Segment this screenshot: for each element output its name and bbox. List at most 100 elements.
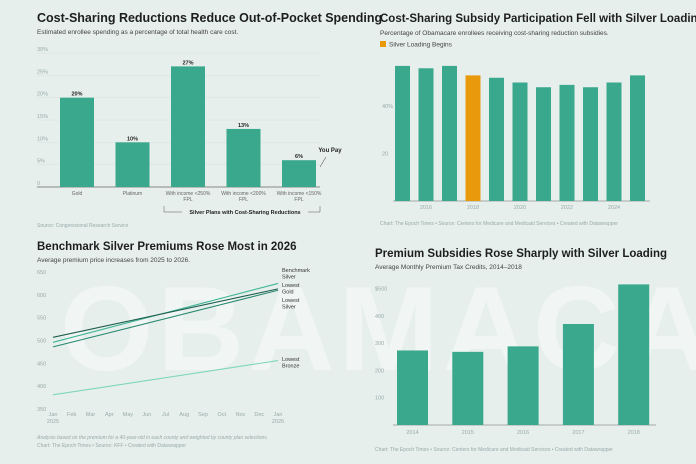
data-label: 13%: [238, 123, 249, 129]
x-tick-label: 2015: [462, 430, 474, 436]
x-tick-label: With income <200%: [221, 191, 266, 197]
chart3-footer: Chart: The Epoch Times • Source: KFF • C…: [37, 443, 186, 449]
series-label: Bronze: [282, 364, 299, 370]
data-label: 27%: [182, 60, 193, 66]
x-tick-label: Gold: [72, 191, 83, 197]
chart1-plot: 0 5% 10% 15% 20% 25% 30% 20% Gold 10% Platinum 27% W…: [37, 47, 342, 216]
chart3-note: Analysis based on the premium for a 40-y…: [36, 435, 268, 441]
bar: [465, 75, 481, 201]
series-label: Silver: [282, 275, 296, 281]
y-tick-label: $500: [375, 287, 387, 293]
chart2-title: Cost-Sharing Subsidy Participation Fell …: [380, 13, 696, 25]
x-tick-label: 2018: [628, 430, 640, 436]
y-tick-label: 550: [37, 316, 46, 322]
group-label-bg: [182, 208, 308, 215]
x-tick-label: Sep: [198, 412, 208, 418]
chart2-subtitle: Percentage of Obamacare enrollees receiv…: [380, 30, 609, 37]
x-tick-label: With income <150%: [277, 191, 322, 197]
chart2-footer: Chart: The Epoch Times • Source: Centers…: [380, 221, 618, 227]
series-line: [52, 288, 279, 338]
data-label: 10%: [127, 136, 138, 142]
x-tick-label: 2018: [467, 205, 479, 211]
y-tick-label: 500: [37, 339, 46, 345]
y-tick-label: 450: [37, 361, 46, 367]
series-line: [52, 360, 279, 396]
y-tick-label: 5%: [37, 159, 45, 165]
x-tick-label: 2016: [517, 430, 529, 436]
data-label: 20%: [71, 92, 82, 98]
bar: [489, 77, 504, 201]
x-tick-label: Oct: [217, 412, 226, 418]
bar: [630, 75, 645, 201]
bar: [507, 346, 539, 425]
bar: [60, 97, 94, 187]
y-tick-label: 400: [375, 314, 384, 320]
y-tick-label: 0: [37, 181, 40, 187]
data-label: 6%: [295, 154, 303, 160]
annotation: You Pay: [318, 148, 342, 154]
bar: [418, 68, 434, 201]
x-tick-label: Jan: [274, 412, 283, 418]
x-tick-label: Aug: [179, 412, 189, 418]
group-label: Silver Plans with Cost-Sharing Reduction…: [189, 210, 300, 216]
bar: [395, 65, 410, 201]
y-tick-label: 100: [375, 396, 384, 402]
chart2-legend: Silver Loading Begins: [389, 42, 453, 49]
series-label: Gold: [282, 290, 294, 296]
x-tick-label: Dec: [254, 412, 264, 418]
legend-swatch: [380, 41, 386, 47]
bar: [606, 82, 622, 201]
bar: [397, 350, 428, 425]
annotation-line: [319, 156, 327, 168]
bar: [282, 160, 316, 187]
bar: [583, 87, 598, 201]
y-tick-label: 20: [382, 152, 388, 158]
bar: [562, 323, 594, 425]
series-label: Lowest: [282, 283, 300, 289]
x-tick-label: 2014: [406, 430, 418, 436]
y-tick-label: 600: [37, 293, 46, 299]
chart4-title: Premium Subsidies Rose Sharply with Silv…: [375, 248, 667, 260]
bar: [115, 142, 150, 187]
bar: [512, 82, 528, 201]
y-tick-label: 40%: [382, 104, 393, 110]
x-tick-label: 2026: [272, 419, 284, 425]
bar: [442, 65, 457, 201]
bar: [171, 66, 205, 187]
chart3-title: Benchmark Silver Premiums Rose Most in 2…: [37, 241, 297, 253]
x-tick-label: 2024: [608, 205, 620, 211]
chart2-plot: 20 40% 2016 2018 2020 2022 2024: [382, 65, 650, 211]
watermark: OBAMACARE: [60, 262, 696, 396]
x-tick-label: 2020: [514, 205, 526, 211]
x-tick-label: Jul: [162, 412, 169, 418]
y-tick-label: 30%: [37, 47, 48, 53]
x-tick-label: 2025: [47, 419, 59, 425]
x-tick-label: Feb: [67, 412, 76, 418]
chart1-subtitle: Estimated enrollee spending as a percent…: [37, 29, 238, 36]
y-tick-label: 15%: [37, 114, 48, 120]
x-tick-label: 2017: [572, 430, 584, 436]
bar: [452, 351, 484, 425]
y-tick-label: 350: [37, 407, 46, 413]
x-tick-label: With income <250%: [166, 191, 211, 197]
x-tick-label: 2016: [420, 205, 432, 211]
x-tick-label: Platinum: [123, 191, 142, 197]
chart4-subtitle: Average Monthly Premium Tax Credits, 201…: [375, 264, 522, 271]
bar: [559, 84, 575, 201]
series-line: [52, 289, 279, 348]
chart1-source: Source: Congressional Research Service: [37, 223, 129, 229]
series-label: Silver: [282, 305, 296, 311]
chart4-plot: 100 200 300 400 $500 2014 2015 2016 2017 2018: [375, 284, 656, 436]
x-tick-label: May: [123, 412, 134, 418]
y-tick-label: 650: [37, 270, 46, 276]
series-label: Lowest: [282, 298, 300, 304]
x-tick-label: FPL: [183, 197, 192, 203]
y-tick-label: 20%: [37, 92, 48, 98]
y-tick-label: 400: [37, 384, 46, 390]
x-tick-label: Mar: [86, 412, 96, 418]
series-label: Benchmark: [282, 268, 310, 274]
bar: [536, 87, 551, 201]
y-tick-label: 200: [375, 368, 384, 374]
